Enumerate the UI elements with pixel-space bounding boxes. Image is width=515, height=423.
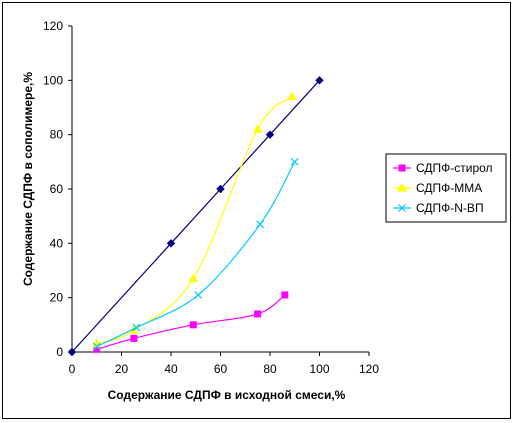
legend-marker <box>398 204 406 212</box>
legend-marker <box>397 182 407 192</box>
ticks-layer: 0 20 40 60 80 100 120 0 20 40 60 80 100 120 <box>43 19 379 376</box>
series-layer <box>67 76 324 357</box>
series-3-point-stroke-b <box>132 323 141 332</box>
series-3 <box>92 157 299 351</box>
legend-label: СДПФ-ММА <box>416 181 482 195</box>
series-0 <box>67 76 324 357</box>
series-3-point-stroke-b <box>92 342 101 351</box>
y-tick-label: 60 <box>50 182 64 196</box>
legend-item-2: СДПФ-N-ВП <box>393 201 484 215</box>
legend-label: СДПФ-стирол <box>416 161 493 175</box>
legend-label: СДПФ-N-ВП <box>416 201 484 215</box>
series-0-point <box>315 76 324 85</box>
series-0-point <box>166 239 176 248</box>
x-tick-label: 40 <box>164 362 178 376</box>
series-0-point <box>216 184 225 194</box>
series-3-point <box>290 157 299 166</box>
legend-item-0: СДПФ-стирол <box>393 161 493 175</box>
y-tick-label: 80 <box>50 128 64 142</box>
series-2 <box>91 91 298 348</box>
series-3-point-stroke-b <box>256 220 265 229</box>
series-3-point-stroke-b <box>290 157 299 166</box>
y-tick-label: 100 <box>43 73 63 87</box>
series-3-line <box>96 161 296 348</box>
legend-marker <box>398 164 406 172</box>
series-3-point <box>92 342 101 351</box>
series-1-point <box>254 310 262 318</box>
x-axis-title: Содержание СДПФ в исходной смеси,% <box>108 388 346 402</box>
legend-items: СДПФ-стирол СДПФ-ММА СДПФ-N-ВП <box>393 161 493 215</box>
x-tick-label: 120 <box>359 362 379 376</box>
series-2-point <box>188 273 199 283</box>
series-2-point <box>287 91 298 101</box>
legend: СДПФ-стирол СДПФ-ММА СДПФ-N-ВП <box>385 153 507 223</box>
y-tick-label: 40 <box>50 236 64 250</box>
series-1-point <box>130 334 138 342</box>
x-tick-label: 60 <box>214 362 228 376</box>
y-axis-title: Содержание СДПФ в сополимере,% <box>21 72 35 286</box>
series-0-point <box>265 130 275 139</box>
series-1-point <box>281 291 289 299</box>
y-tick-label: 20 <box>50 291 64 305</box>
series-3-point <box>256 220 265 229</box>
series-3-point <box>132 323 141 332</box>
series-0-line <box>71 79 320 353</box>
y-tick-label: 120 <box>43 19 63 33</box>
series-1-point <box>189 321 197 329</box>
legend-item-1: СДПФ-ММА <box>393 181 482 195</box>
series-3-point-stroke-b <box>194 291 203 299</box>
series-2-line <box>96 96 293 345</box>
x-tick-label: 100 <box>309 362 329 376</box>
x-tick-label: 20 <box>115 362 129 376</box>
legend-marker-stroke-b <box>398 204 406 212</box>
x-tick-label: 0 <box>69 362 76 376</box>
y-tick-label: 0 <box>56 345 63 359</box>
series-3-point <box>194 291 203 299</box>
series-2-point <box>252 124 263 133</box>
series-0-point <box>67 347 77 357</box>
x-tick-label: 80 <box>263 362 277 376</box>
